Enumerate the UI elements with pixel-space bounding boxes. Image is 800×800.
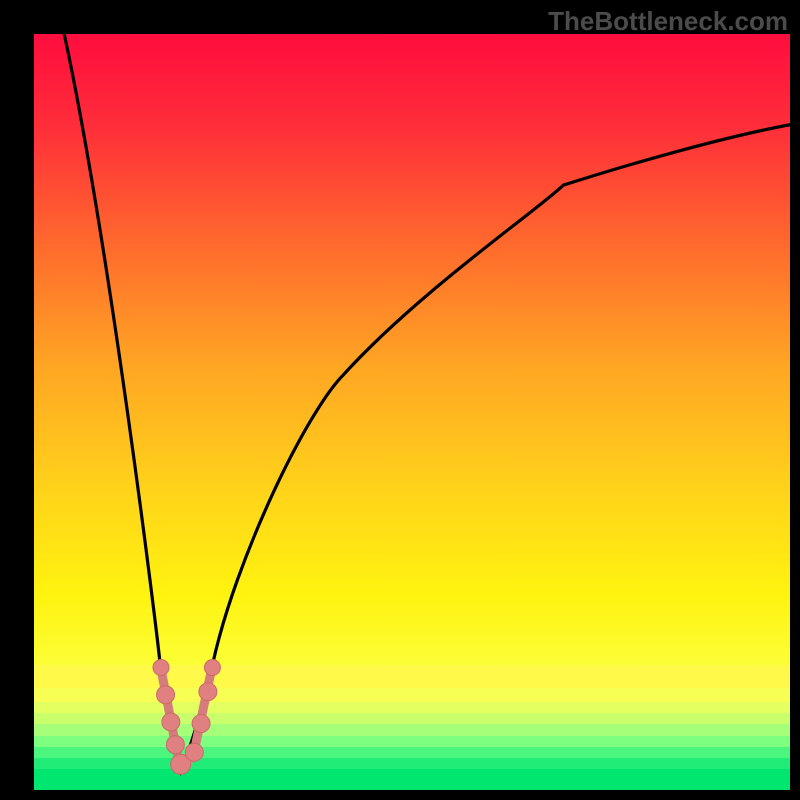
chart-container: TheBottleneck.com: [0, 0, 800, 800]
marker-dot: [199, 683, 217, 701]
marker-dot: [185, 743, 203, 761]
marker-dot: [192, 714, 210, 732]
marker-dot: [157, 686, 175, 704]
marker-dot: [204, 660, 220, 676]
curve-layer: [34, 34, 790, 790]
plot-area: [34, 34, 790, 790]
watermark-text: TheBottleneck.com: [548, 6, 788, 37]
marker-dot: [153, 660, 169, 676]
bottleneck-curve: [64, 34, 790, 771]
marker-dot: [162, 713, 180, 731]
marker-dot: [166, 736, 184, 754]
